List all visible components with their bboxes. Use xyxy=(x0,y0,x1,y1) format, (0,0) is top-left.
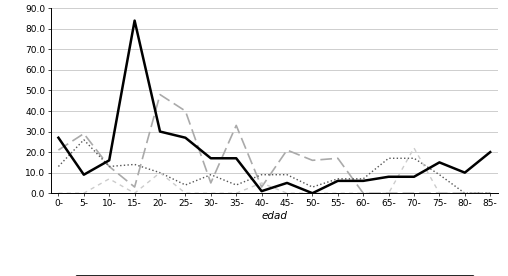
Legend: Anorexia mujeres, Bulimia mujeres, Anorexia hombres, Bulimia hombres: Anorexia mujeres, Bulimia mujeres, Anore… xyxy=(75,275,474,276)
X-axis label: edad: edad xyxy=(261,211,288,221)
